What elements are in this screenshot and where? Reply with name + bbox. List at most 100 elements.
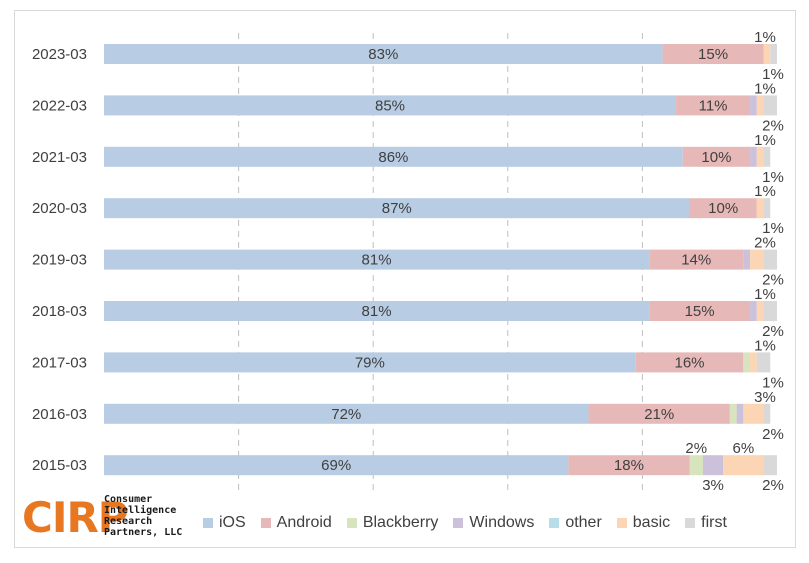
legend-swatch bbox=[346, 518, 357, 528]
bar-segment-windows bbox=[750, 95, 757, 116]
small-data-label: 2% bbox=[762, 477, 784, 494]
small-data-label: 2% bbox=[762, 323, 784, 340]
small-data-label: 6% bbox=[733, 440, 755, 457]
data-label-android: 18% bbox=[614, 457, 644, 474]
small-data-label: 2% bbox=[762, 117, 784, 134]
data-label-ios: 85% bbox=[375, 97, 405, 114]
logo-company-name: Consumer Intelligence Research Partners,… bbox=[104, 494, 183, 538]
bar-segment-basic bbox=[756, 198, 764, 219]
bar-segment-first bbox=[770, 44, 777, 64]
bar-segment-first bbox=[763, 301, 777, 321]
data-label-android: 15% bbox=[698, 46, 728, 63]
bar-segment-android bbox=[568, 455, 690, 476]
legend-item-first: first bbox=[685, 513, 727, 533]
small-data-label: 1% bbox=[754, 337, 776, 354]
bar-segment-ios bbox=[104, 249, 650, 270]
category-label: 2015-03 bbox=[32, 457, 87, 474]
legend-label: basic bbox=[632, 514, 671, 531]
stacked-bar-chart: 2023-03 83% 15%1%1%2022-03 85% 11%1%2%2021-0… bbox=[32, 29, 784, 494]
bar-segment-basic bbox=[763, 44, 771, 64]
bar-segment-ios bbox=[104, 198, 690, 219]
data-label-ios: 83% bbox=[368, 46, 398, 63]
bar-segment-android bbox=[682, 146, 751, 167]
small-data-label: 1% bbox=[754, 183, 776, 200]
data-label-android: 10% bbox=[701, 149, 731, 166]
bar-segment-windows bbox=[736, 403, 744, 424]
bar-segment-android bbox=[689, 198, 757, 219]
small-data-label: 1% bbox=[754, 80, 776, 97]
data-label-ios: 69% bbox=[321, 457, 351, 474]
legend-swatch bbox=[685, 518, 696, 528]
data-label-android: 15% bbox=[685, 303, 715, 320]
chart-frame: 2023-03 83% 15% 1% 1% 2022-03 85% 11% 1% 2% 2021-0… bbox=[14, 10, 796, 548]
bar-segment-windows bbox=[750, 146, 757, 167]
bar-segment-basic bbox=[723, 455, 764, 476]
legend-label: Android bbox=[276, 514, 332, 531]
logo-mark: CIRP bbox=[22, 493, 129, 542]
data-label-ios: 87% bbox=[382, 200, 412, 217]
legend-swatch bbox=[549, 518, 560, 528]
bar-segment-blackberry bbox=[743, 352, 751, 373]
small-data-label: 1% bbox=[762, 169, 784, 186]
data-label-ios: 86% bbox=[378, 149, 408, 166]
small-data-label: 2% bbox=[754, 235, 776, 252]
small-data-label: 2% bbox=[762, 272, 784, 289]
bar-segment-first bbox=[763, 403, 771, 424]
bar-segment-windows bbox=[750, 301, 757, 321]
bar-segment-blackberry bbox=[689, 455, 703, 476]
legend-item-android: Android bbox=[260, 513, 332, 533]
legend-label: first bbox=[701, 514, 727, 531]
legend-label: other bbox=[565, 514, 602, 531]
legend-item-other: other bbox=[549, 513, 602, 533]
bar-segment-android bbox=[635, 352, 744, 373]
bar-segment-first bbox=[763, 198, 771, 219]
data-label-ios: 81% bbox=[362, 303, 392, 320]
data-label-ios: 81% bbox=[362, 252, 392, 269]
legend-label: Windows bbox=[469, 514, 535, 531]
small-data-label: 3% bbox=[702, 477, 724, 494]
bar-segment-windows bbox=[702, 455, 724, 476]
category-label: 2020-03 bbox=[32, 200, 87, 217]
bar-segment-blackberry bbox=[729, 403, 737, 424]
bar-segment-ios bbox=[104, 301, 650, 321]
small-data-label: 1% bbox=[762, 374, 784, 391]
data-label-android: 11% bbox=[699, 97, 728, 114]
small-data-label: 1% bbox=[754, 29, 776, 46]
bar-segment-android bbox=[676, 95, 751, 116]
bar-segment-basic bbox=[756, 301, 764, 321]
small-data-label: 2% bbox=[685, 440, 707, 457]
legend-item-blackberry: Blackberry bbox=[346, 513, 439, 533]
bar-segment-windows bbox=[743, 249, 751, 270]
legend-swatch bbox=[260, 518, 271, 528]
bar-segment-ios bbox=[104, 146, 683, 167]
legend-item-windows: Windows bbox=[453, 513, 534, 533]
small-data-label: 2% bbox=[762, 426, 784, 443]
bar-segment-android bbox=[662, 44, 764, 64]
bar-segment-ios bbox=[104, 455, 569, 476]
category-label: 2023-03 bbox=[32, 46, 87, 63]
legend: iOS Android Blackberry Windows other basic fir… bbox=[203, 513, 727, 533]
small-data-label: 3% bbox=[754, 389, 776, 406]
data-label-ios: 79% bbox=[355, 354, 385, 371]
category-label: 2017-03 bbox=[32, 354, 87, 371]
small-data-label: 1% bbox=[754, 132, 776, 149]
legend-label: iOS bbox=[219, 514, 246, 531]
category-label: 2018-03 bbox=[32, 303, 87, 320]
legend-label: Blackberry bbox=[362, 514, 439, 531]
small-data-label: 1% bbox=[762, 220, 784, 237]
bar-segment-first bbox=[756, 352, 771, 373]
legend-swatch bbox=[453, 518, 464, 528]
category-label: 2019-03 bbox=[32, 252, 87, 269]
bar-segment-basic bbox=[756, 95, 764, 116]
legend-item-ios: iOS bbox=[203, 513, 246, 533]
legend-swatch bbox=[203, 518, 213, 528]
category-label: 2022-03 bbox=[32, 97, 87, 114]
data-label-ios: 72% bbox=[331, 406, 361, 423]
data-label-android: 21% bbox=[644, 406, 674, 423]
data-label-android: 16% bbox=[674, 354, 704, 371]
legend-item-basic: basic bbox=[616, 513, 671, 533]
category-label: 2021-03 bbox=[32, 149, 87, 166]
bar-segment-android bbox=[588, 403, 730, 424]
bar-segment-first bbox=[763, 95, 777, 116]
bar-segment-first bbox=[763, 455, 777, 476]
